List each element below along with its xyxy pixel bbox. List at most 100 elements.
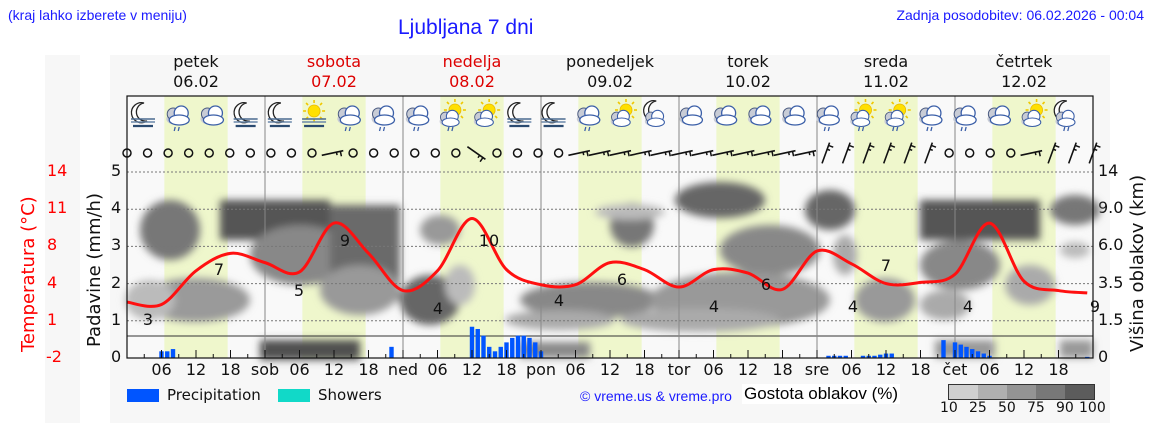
cloud-scale-swatch [978, 385, 1007, 399]
wind-barb-icon [732, 149, 755, 157]
copyright-link[interactable]: © vreme.us & vreme.pro [580, 388, 732, 404]
calm-wind-icon [286, 148, 297, 158]
precip-tick: 5 [111, 161, 122, 180]
x-tick-label: 06 [841, 360, 862, 379]
precip-tick: 3 [111, 235, 122, 255]
temperature-tick: 8 [47, 235, 58, 255]
cloud-scale-swatch [1036, 385, 1065, 399]
cloud-icon [781, 105, 806, 126]
wind-barb-icon [609, 149, 632, 157]
cloud-density-scale [948, 384, 1095, 400]
cloud-density-layer [125, 182, 1100, 360]
temperature-tick: -2 [46, 347, 62, 366]
x-tick-label: čet [942, 360, 968, 379]
calm-wind-icon [348, 148, 358, 158]
calm-wind-icon [142, 148, 153, 158]
precipitation-legend-label: Precipitation [167, 386, 261, 404]
wind-barb-icon [882, 142, 896, 164]
x-tick-label: 06 [289, 360, 310, 379]
x-tick-label: 12 [737, 360, 759, 379]
cloud-scale-label: 90 [1056, 400, 1074, 416]
day-name: sobota [306, 52, 362, 71]
cloud-height-tick: 3.5 [1098, 272, 1124, 292]
cloud-scale-label: 25 [969, 400, 987, 416]
wind-barb-icon [903, 142, 916, 164]
x-tick-label: pon [525, 360, 557, 379]
precip-tick: 2 [111, 272, 122, 292]
day-date: 08.02 [449, 72, 495, 91]
wind-barb-icon [862, 142, 875, 164]
day-name: nedelja [442, 52, 502, 71]
precip-tick: 0 [111, 347, 122, 366]
cloud-height-tick: 6.0 [1098, 235, 1124, 255]
wind-barb-icon [821, 142, 834, 164]
day-label: torek 10.02 [679, 52, 817, 92]
cloud-scale-label: 10 [940, 400, 958, 416]
svg-text:6: 6 [617, 270, 627, 289]
calm-wind-icon [512, 148, 523, 158]
calm-wind-icon [266, 148, 276, 158]
wind-barb-icon [691, 149, 714, 157]
cloud-density-label: Gostota oblakov (%) [742, 384, 901, 404]
x-tick-label: 12 [875, 360, 897, 379]
svg-text:3: 3 [143, 310, 153, 329]
svg-text:6: 6 [761, 275, 771, 294]
day-date: 07.02 [311, 72, 357, 91]
calm-wind-icon [964, 148, 975, 158]
calm-wind-icon [225, 148, 235, 158]
temperature-tick: 14 [47, 161, 68, 180]
cloud-icon [986, 105, 1012, 126]
temperature-tick: 4 [47, 272, 58, 292]
svg-text:4: 4 [433, 299, 443, 318]
wind-barb-icon [650, 149, 673, 157]
x-axis-ticks [143, 350, 1077, 358]
x-tick-label: 18 [772, 360, 793, 379]
x-tick-label: 06 [703, 360, 724, 379]
cloud-icon [712, 105, 738, 126]
svg-text:4: 4 [848, 297, 858, 316]
x-tick-label: sre [804, 360, 830, 379]
day-date: 12.02 [1001, 72, 1047, 91]
calm-wind-icon [183, 148, 194, 158]
cloud-scale-label: 75 [1027, 400, 1045, 416]
x-tick-label: 06 [151, 360, 172, 379]
wind-barb-icon [1067, 142, 1081, 164]
x-tick-label: 06 [565, 360, 586, 379]
day-name: četrtek [995, 52, 1053, 71]
temperature-axis-panel [45, 55, 80, 423]
calm-wind-icon [492, 148, 502, 158]
wind-barb-icon [753, 149, 776, 157]
svg-text:7: 7 [881, 256, 891, 275]
day-date: 06.02 [173, 72, 219, 91]
precip-tick: 1 [111, 309, 122, 329]
calm-wind-icon [368, 148, 379, 158]
day-name: sreda [863, 52, 909, 71]
svg-text:4: 4 [709, 297, 719, 316]
day-name: petek [173, 52, 219, 71]
showers-swatch [278, 389, 310, 402]
cloud-height-tick: 1.5 [1098, 309, 1124, 329]
calm-wind-icon [451, 148, 461, 158]
location-hint: (kraj lahko izberete v meniju) [8, 7, 187, 23]
cloud-scale-swatch [949, 385, 978, 399]
svg-text:4: 4 [554, 291, 564, 310]
page-title: Ljubljana 7 dni [398, 16, 534, 39]
temperature-line [126, 216, 1088, 308]
x-tick-label: 18 [496, 360, 517, 379]
calm-wind-icon [1006, 148, 1016, 158]
day-name: ponedeljek [566, 52, 654, 71]
day-date: 10.02 [725, 72, 771, 91]
cloud-scale-label: 100 [1079, 400, 1106, 416]
svg-text:10: 10 [479, 231, 499, 250]
calm-wind-icon [245, 148, 256, 158]
cloud-scale-swatch [1065, 385, 1094, 399]
wind-barb-icon [466, 146, 486, 163]
wind-barb-icon [773, 149, 796, 157]
x-tick-label: 18 [634, 360, 655, 379]
svg-text:7: 7 [214, 260, 224, 279]
cloud-icon [199, 105, 225, 126]
gridlines [127, 171, 1093, 322]
wind-barb-icon [712, 149, 734, 157]
x-tick-label: 12 [461, 360, 483, 379]
